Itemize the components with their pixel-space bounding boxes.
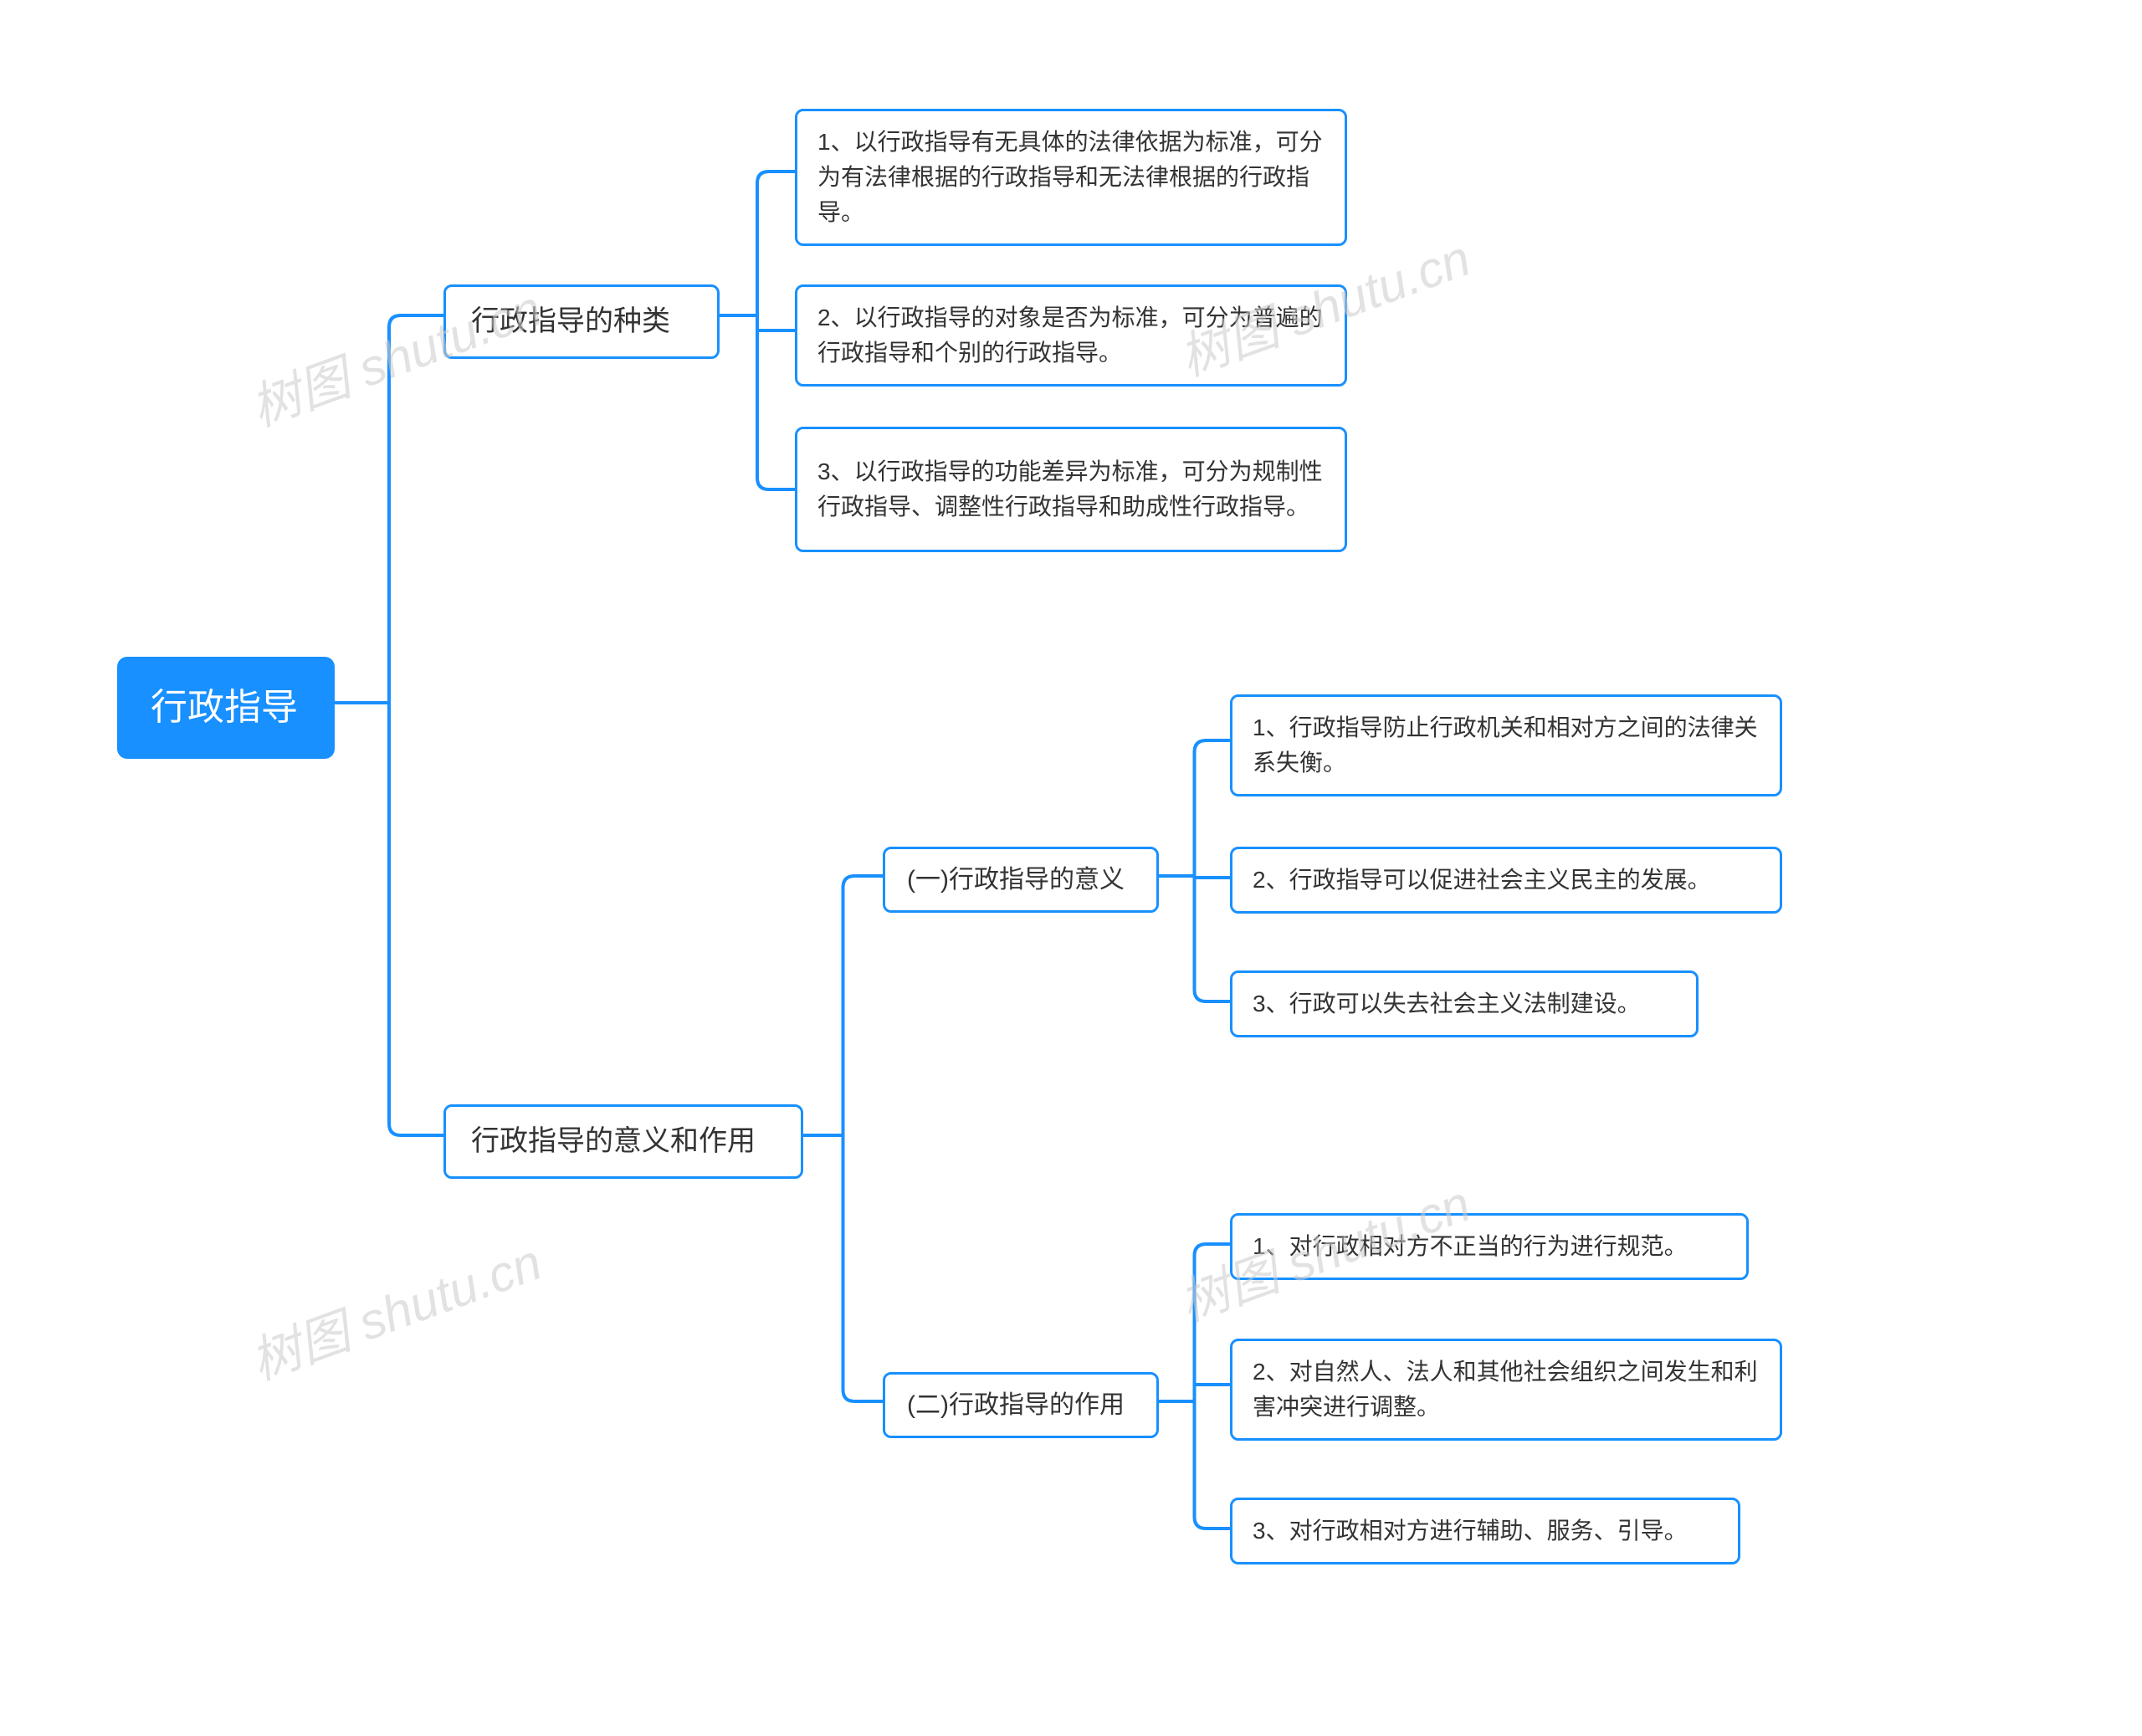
- subbranch-label: (二)行政指导的作用: [907, 1386, 1125, 1424]
- leaf-meaning-1[interactable]: 1、行政指导防止行政机关和相对方之间的法律关系失衡。: [1230, 694, 1782, 796]
- branch-types[interactable]: 行政指导的种类: [443, 284, 720, 359]
- leaf-label: 1、行政指导防止行政机关和相对方之间的法律关系失衡。: [1253, 710, 1760, 781]
- leaf-label: 3、对行政相对方进行辅助、服务、引导。: [1253, 1513, 1688, 1549]
- leaf-label: 1、以行政指导有无具体的法律依据为标准，可分为有法律根据的行政指导和无法律根据的…: [817, 125, 1325, 230]
- leaf-label: 1、对行政相对方不正当的行为进行规范。: [1253, 1229, 1688, 1264]
- branch-label: 行政指导的种类: [471, 300, 670, 343]
- leaf-function-3[interactable]: 3、对行政相对方进行辅助、服务、引导。: [1230, 1498, 1740, 1564]
- leaf-function-1[interactable]: 1、对行政相对方不正当的行为进行规范。: [1230, 1213, 1749, 1280]
- leaf-label: 2、以行政指导的对象是否为标准，可分为普遍的行政指导和个别的行政指导。: [817, 300, 1325, 371]
- leaf-label: 2、对自然人、法人和其他社会组织之间发生和利害冲突进行调整。: [1253, 1354, 1760, 1425]
- subbranch-meaning[interactable]: (一)行政指导的意义: [883, 847, 1159, 913]
- leaf-label: 3、以行政指导的功能差异为标准，可分为规制性行政指导、调整性行政指导和助成性行政…: [817, 454, 1325, 525]
- leaf-types-1[interactable]: 1、以行政指导有无具体的法律依据为标准，可分为有法律根据的行政指导和无法律根据的…: [795, 109, 1347, 246]
- root-label: 行政指导: [151, 680, 298, 735]
- leaf-label: 2、行政指导可以促进社会主义民主的发展。: [1253, 863, 1711, 898]
- leaf-meaning-2[interactable]: 2、行政指导可以促进社会主义民主的发展。: [1230, 847, 1782, 914]
- leaf-types-3[interactable]: 3、以行政指导的功能差异为标准，可分为规制性行政指导、调整性行政指导和助成性行政…: [795, 427, 1347, 552]
- watermark: 树图 shutu.cn: [239, 1221, 550, 1394]
- subbranch-function[interactable]: (二)行政指导的作用: [883, 1372, 1159, 1438]
- leaf-meaning-3[interactable]: 3、行政可以失去社会主义法制建设。: [1230, 970, 1699, 1037]
- root-node[interactable]: 行政指导: [117, 657, 335, 759]
- subbranch-label: (一)行政指导的意义: [907, 861, 1125, 899]
- mindmap-canvas: 行政指导 行政指导的种类 1、以行政指导有无具体的法律依据为标准，可分为有法律根…: [0, 0, 2142, 1736]
- leaf-label: 3、行政可以失去社会主义法制建设。: [1253, 986, 1641, 1022]
- branch-label: 行政指导的意义和作用: [471, 1120, 756, 1163]
- leaf-function-2[interactable]: 2、对自然人、法人和其他社会组织之间发生和利害冲突进行调整。: [1230, 1339, 1782, 1441]
- branch-meaning-function[interactable]: 行政指导的意义和作用: [443, 1104, 803, 1179]
- leaf-types-2[interactable]: 2、以行政指导的对象是否为标准，可分为普遍的行政指导和个别的行政指导。: [795, 284, 1347, 387]
